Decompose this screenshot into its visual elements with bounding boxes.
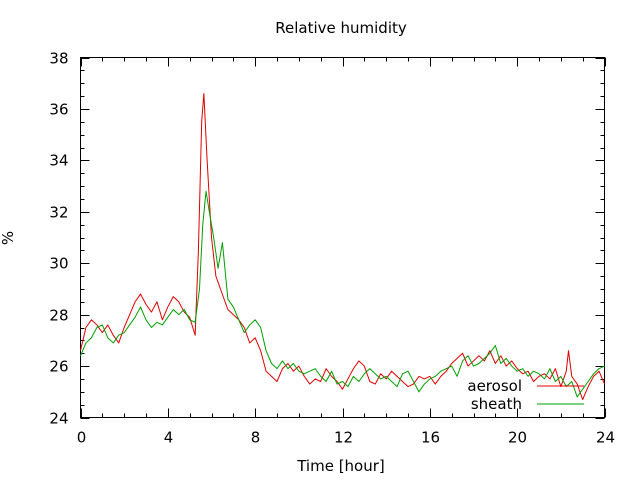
x-tick-label: 16 [421,429,440,447]
legend-label-sheath: sheath [471,395,522,413]
y-tick-label: 32 [49,204,68,222]
y-tick-label: 38 [49,50,68,68]
x-tick-label: 20 [508,429,527,447]
plot-area: 0 4 8 12 16 20 24 24 26 28 30 32 34 36 38 [49,50,615,447]
y-tick-label: 36 [49,101,68,119]
x-tick-label: 0 [77,429,87,447]
y-tick-label: 26 [49,358,68,376]
y-tick-label: 28 [49,307,68,325]
x-tick-label: 12 [334,429,353,447]
y-axis-label: % [0,231,17,245]
series-line-aerosol [80,93,605,400]
series-layer [80,93,605,400]
chart-title: Relative humidity [275,19,407,37]
y-tick-label: 24 [49,410,68,428]
x-axis-label: Time [hour] [296,457,385,475]
legend-label-aerosol: aerosol [467,377,522,395]
minor-ticks [80,57,605,418]
x-tick-label: 8 [251,429,261,447]
y-tick-label: 30 [49,255,68,273]
major-ticks: 0 4 8 12 16 20 24 24 26 28 30 32 34 36 38 [49,50,615,447]
x-tick-label: 4 [164,429,174,447]
x-tick-label: 24 [596,429,615,447]
series-line-sheath [80,190,605,398]
y-tick-label: 34 [49,152,68,170]
plot-frame [80,57,605,418]
